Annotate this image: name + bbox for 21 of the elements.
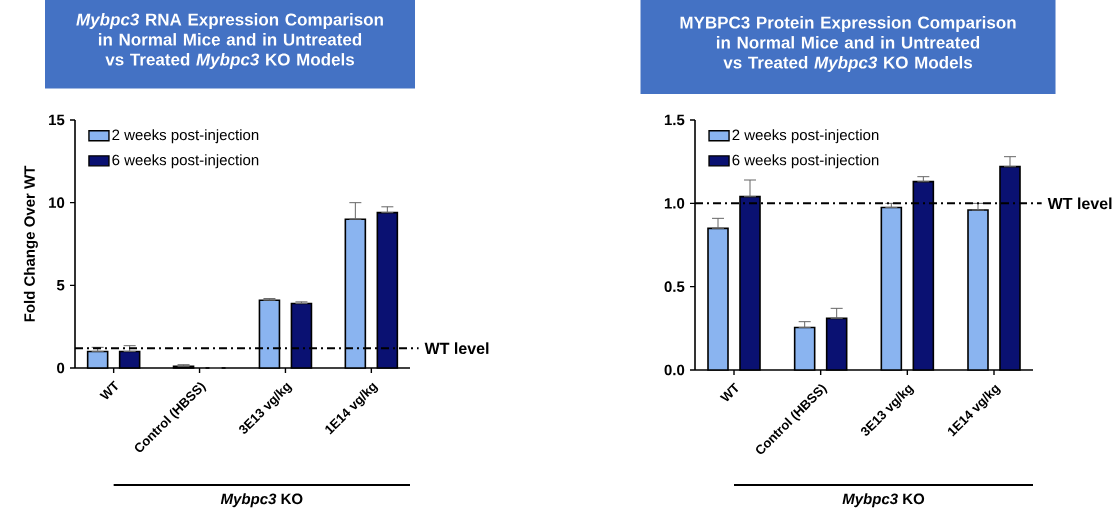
y-tick-label: 10	[49, 197, 65, 208]
ref-line-label: WT level	[424, 342, 489, 355]
text: Mybpc3 KO	[842, 493, 925, 508]
y-tick-label: 5	[56, 280, 65, 291]
y-tick-label: 0	[57, 362, 65, 374]
chart-title: MYBPC3 Protein Expression Comparison in Normal Mice and in Untreated vs Treated Mybpc3 KO Models	[680, 16, 1016, 72]
y-tick-label: 0.5	[664, 281, 685, 292]
legend-label: 6 weeks post-injection	[732, 154, 879, 169]
y-tick-label: 1.0	[664, 198, 685, 209]
text: Mybpc3 KO	[220, 493, 303, 508]
legend-label: 2 weeks post-injection	[112, 129, 259, 144]
chart-title: Mybpc3 RNA Expression Comparison in Normal Mice and in Untreated vs Treated Mybpc3 KO Models	[76, 13, 383, 69]
x-tick-label: WT	[719, 382, 739, 402]
y-tick-label: 1.5	[664, 114, 685, 126]
x-tick-label: WT	[99, 380, 118, 400]
legend-label: 6 weeks post-injection	[112, 154, 259, 169]
legend-label: 2 weeks post-injection	[732, 129, 879, 144]
y-tick-label: 15	[49, 114, 65, 126]
y-tick-label: 0.0	[664, 364, 685, 376]
y-axis-title: Fold Change Over WT	[23, 165, 38, 322]
ref-line-label: WT level	[1047, 197, 1112, 210]
